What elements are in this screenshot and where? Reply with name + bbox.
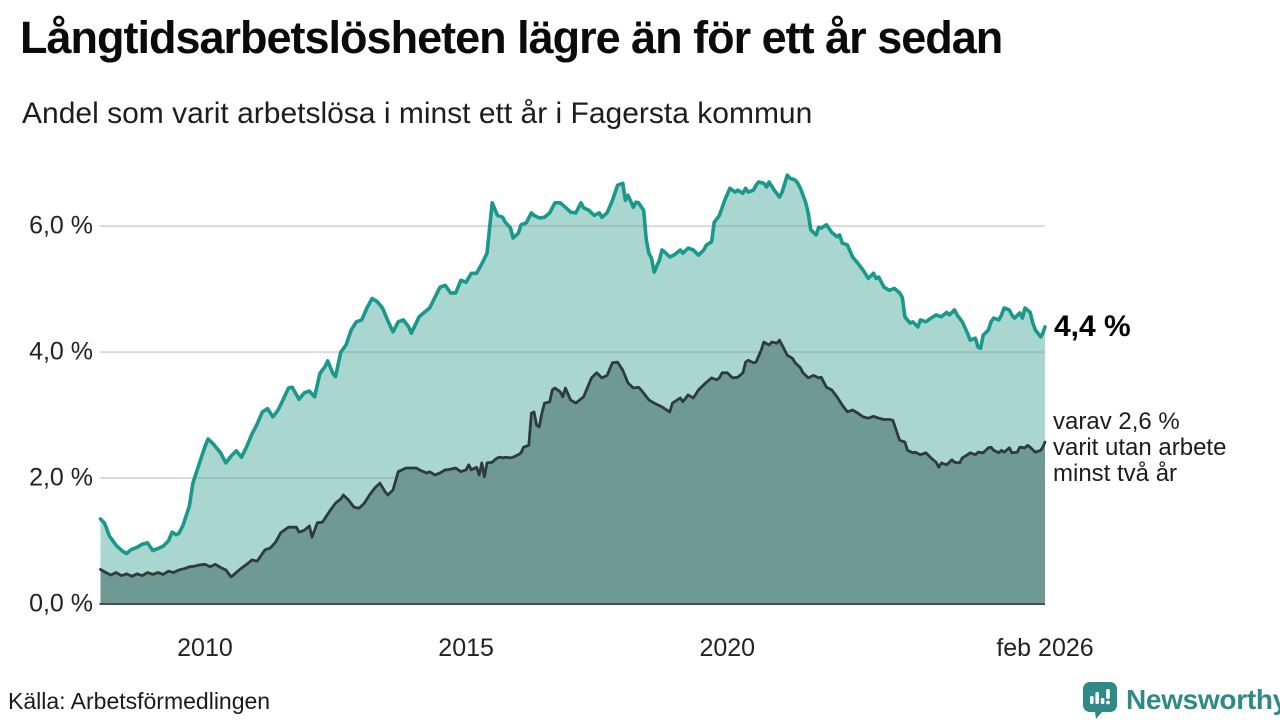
y-tick-label: 6,0 % (29, 211, 93, 240)
chart-subtitle: Andel som varit arbetslösa i minst ett å… (22, 97, 813, 130)
secondary-annotation-line: varit utan arbete (1053, 434, 1227, 461)
secondary-annotation-line: varav 2,6 % (1053, 408, 1180, 435)
latest-value-annotation: 4,4 % (1054, 309, 1131, 343)
y-tick-label: 2,0 % (29, 463, 93, 492)
y-tick-label: 4,0 % (29, 337, 93, 366)
x-tick-label: 2020 (699, 634, 756, 662)
newsworthy-logo: Newsworthy (1082, 681, 1280, 719)
x-tick-label: feb 2026 (996, 634, 1094, 662)
secondary-annotation: varav 2,6 % varit utan arbete minst två … (1053, 409, 1226, 487)
x-tick-label: 2010 (177, 634, 233, 662)
source-caption: Källa: Arbetsförmedlingen (8, 688, 271, 714)
newsworthy-wordmark: Newsworthy (1126, 684, 1280, 715)
newsworthy-icon (1083, 682, 1117, 719)
y-tick-label: 0,0 % (29, 589, 93, 618)
x-tick-label: 2015 (438, 634, 494, 662)
page-title: Långtidsarbetslösheten lägre än för ett … (20, 12, 1003, 63)
secondary-annotation-line: minst två år (1053, 460, 1178, 487)
